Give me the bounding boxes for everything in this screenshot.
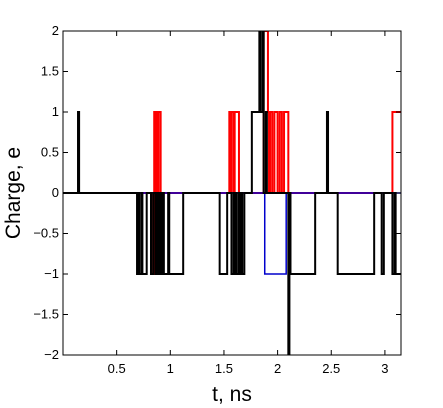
y-tick-label: 2 — [52, 23, 59, 38]
y-tick-label: 0.5 — [41, 145, 59, 160]
x-tick-label: 1 — [167, 361, 174, 376]
series-line-1 — [63, 31, 401, 275]
x-tick-label: 0.5 — [108, 361, 126, 376]
y-axis-title: Charge, e — [2, 147, 25, 239]
axes-frame — [62, 30, 402, 356]
y-tick-label: 0 — [52, 185, 59, 200]
y-tick-label: −1.5 — [33, 307, 59, 322]
y-tick-label: −1 — [44, 266, 59, 281]
y-tick-label: −2 — [44, 347, 59, 362]
x-tick-label: 3 — [381, 361, 388, 376]
series-layer — [63, 31, 401, 355]
x-tick-label: 2.5 — [322, 361, 340, 376]
y-tick-label: 1 — [52, 104, 59, 119]
x-tick-label: 1.5 — [215, 361, 233, 376]
series-line-3 — [63, 31, 401, 355]
y-tick-label: 1.5 — [41, 64, 59, 79]
x-tick-label: 2 — [274, 361, 281, 376]
ticks-layer: 0.5 1 1.5 2 2.5 3 −2 −1.5 −1 −0.5 0 0.5 1 1.5 2 — [33, 23, 401, 376]
y-tick-label: −0.5 — [33, 226, 59, 241]
x-axis-title: t, ns — [212, 383, 252, 406]
